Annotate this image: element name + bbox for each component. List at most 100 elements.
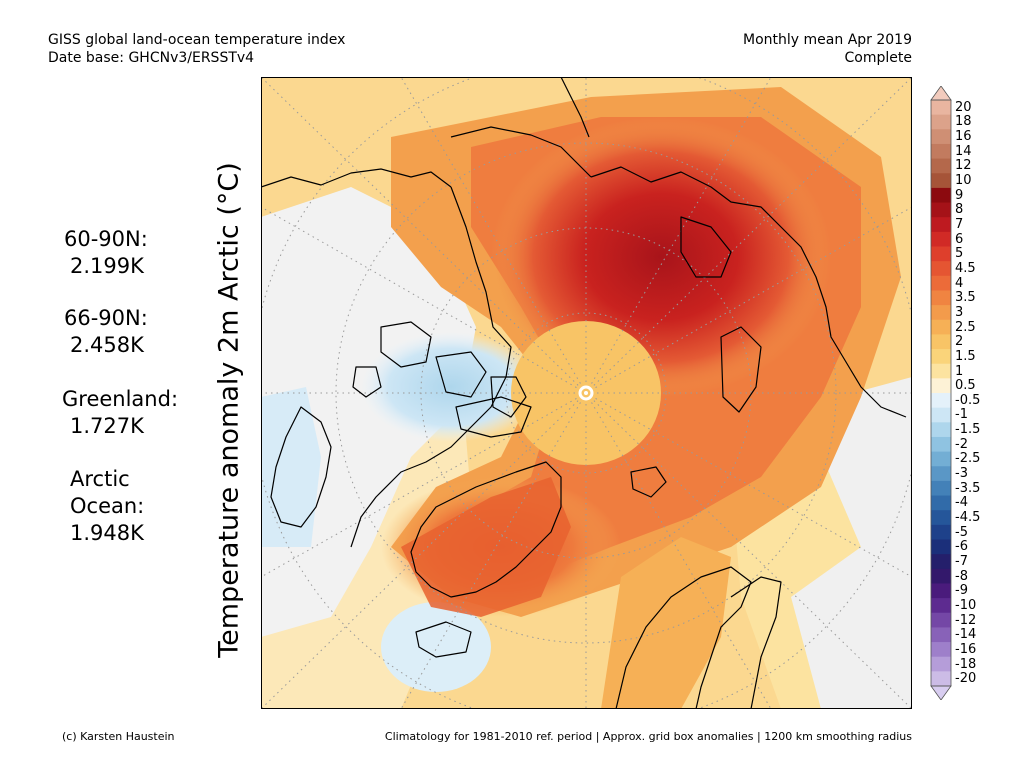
colorbar-tick-label: 2 [955, 334, 964, 350]
colorbar-tick-label: 3 [955, 304, 964, 320]
colorbar-tick-label: 8 [955, 202, 964, 218]
stat-region-label: 60-90N: [64, 227, 148, 251]
colorbar-segment [931, 642, 951, 658]
colorbar-tick-label: 4.5 [955, 260, 976, 276]
colorbar-segment [931, 363, 951, 379]
y-axis-label: Temperature anomaly 2m Arctic (°C) [213, 162, 245, 658]
north-pole-marker [578, 385, 594, 401]
field-gray-eurasia [791, 377, 912, 709]
colorbar-segment [931, 143, 951, 160]
coast-novaya-zemlya [720, 326, 762, 413]
colorbar-tick-label: -5 [955, 524, 968, 540]
colorbar-segment [931, 158, 951, 174]
coast-canada [350, 186, 512, 548]
colorbar-tick-label: -2 [955, 436, 968, 452]
colorbar-tick-label: -1.5 [955, 422, 981, 438]
field-warm-greenland [401, 477, 571, 617]
colorbar-tick-label: 4 [955, 275, 964, 291]
colorbar-segment [931, 656, 951, 672]
coast-kamchatka [560, 77, 590, 138]
colorbar-tick-label: -16 [955, 641, 977, 657]
colorbar-segment [931, 349, 951, 365]
field-warm-scandinavia [601, 537, 731, 709]
colorbar-tick-label: 0.5 [955, 378, 976, 394]
colorbar-segment [931, 554, 951, 570]
coast-taymyr [680, 216, 732, 278]
arctic-anomaly-map [261, 77, 912, 709]
coast-finland [730, 576, 782, 709]
coast-svalbard [630, 466, 667, 498]
colorbar-tick-label: 20 [955, 99, 972, 115]
stat-region-label-1: Arctic [70, 467, 130, 491]
field-gray-na [261, 187, 476, 637]
colorbar-tick-label: -3.5 [955, 480, 981, 496]
colorbar-segment [931, 583, 951, 599]
colorbar-tick-label: -18 [955, 656, 977, 672]
colorbar-tick-label: 12 [955, 158, 972, 174]
stat-region-label: 66-90N: [64, 306, 148, 330]
coast-arctic-islands-2 [435, 351, 487, 398]
field-cold-labrador [261, 387, 321, 547]
colorbar-segment [931, 612, 951, 628]
colorbar-tick-label: 6 [955, 231, 964, 247]
coast-arctic-islands-4 [352, 366, 382, 398]
colorbar-segment [931, 510, 951, 526]
stat-value: 1.948K [70, 521, 144, 545]
coast-iceland [415, 621, 472, 658]
colorbar-low-cap [930, 685, 952, 700]
colorbar-tick-label: 3.5 [955, 290, 976, 306]
stat-value: 2.458K [70, 333, 144, 357]
coast-siberia [590, 166, 907, 418]
colorbar-tick-label: 18 [955, 114, 972, 130]
title-line-1: GISS global land-ocean temperature index [48, 32, 346, 48]
footer-note: Climatology for 1981-2010 ref. period | … [384, 730, 912, 743]
field-cold-atlantic [381, 602, 491, 692]
colorbar-segment [931, 627, 951, 643]
colorbar-tick-label: -6 [955, 539, 968, 555]
colorbar-tick-label: 9 [955, 187, 964, 203]
colorbar-segment [931, 407, 951, 423]
colorbar-segment [931, 334, 951, 350]
colorbar-segment [931, 290, 951, 306]
colorbar-segment [931, 393, 951, 409]
stat-value: 2.199K [70, 254, 144, 278]
coast-greenland [410, 461, 562, 598]
colorbar-tick-label: -12 [955, 612, 977, 628]
colorbar-segment [931, 261, 951, 277]
colorbar-tick-label: -10 [955, 597, 977, 613]
colorbar-tick-label: 1.5 [955, 348, 976, 364]
colorbar-tick-label: -7 [955, 553, 968, 569]
stat-arctic-ocean: Arctic Ocean: 1.948K [70, 466, 144, 547]
colorbar-tick-label: 7 [955, 217, 964, 233]
colorbar-tick-label: -0.5 [955, 392, 981, 408]
colorbar-segment [931, 671, 951, 687]
coast-chukotka [450, 126, 592, 178]
colorbar-segment [931, 114, 951, 130]
colorbar-segment [931, 187, 951, 204]
colorbar-tick-label: 14 [955, 143, 972, 159]
colorbar-tick-label: 5 [955, 246, 964, 262]
coast-ellesmere [455, 396, 532, 438]
colorbar-segment [931, 275, 951, 291]
colorbar-segment [931, 378, 951, 394]
footer-credit: (c) Karsten Haustein [62, 730, 175, 743]
coast-arctic-islands-3 [490, 376, 527, 418]
period-line-1: Monthly mean Apr 2019 [743, 32, 912, 48]
colorbar-tick-label: 16 [955, 129, 972, 145]
colorbar-tick-label: -3 [955, 466, 968, 482]
colorbar-tick-label: -4 [955, 495, 968, 511]
colorbar-segment [931, 173, 951, 189]
coastlines [261, 77, 907, 709]
colorbar-segment [931, 524, 951, 540]
title-block: GISS global land-ocean temperature index… [48, 31, 345, 67]
stat-value: 1.727K [70, 414, 144, 438]
colorbar-segment [931, 129, 951, 145]
colorbar-segment [931, 466, 951, 482]
period-line-2: Complete [844, 50, 912, 66]
stat-region-label: Greenland: [62, 387, 179, 411]
coast-scandinavia [615, 566, 752, 709]
colorbar-tick-label: -1 [955, 407, 968, 423]
stat-greenland: Greenland: 1.727K [62, 386, 178, 440]
colorbar-segment [931, 436, 951, 453]
colorbar-high-cap [930, 86, 952, 101]
